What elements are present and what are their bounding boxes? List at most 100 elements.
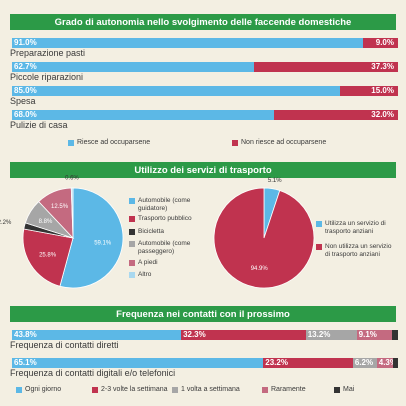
legend-label: Trasporto pubblico — [138, 215, 192, 222]
legend-label: Mai — [343, 386, 355, 393]
contacts-header: Frequenza nei contatti con il prossimo — [10, 306, 396, 322]
contacts-bar-segment: 4.3% — [376, 358, 394, 368]
contacts-bar-segment: 13.2% — [305, 330, 357, 340]
autonomy-value-label: 91.0% — [14, 38, 37, 47]
transport-pie-slice — [24, 201, 75, 239]
legend-label: 2-3 volte la settimana — [101, 386, 168, 393]
contacts-bar: 43.8% 32.3% 13.2% 9.1% — [12, 330, 398, 340]
autonomy-value-label: 68.0% — [14, 110, 37, 119]
legend-label: Automobile (come passeggero) — [138, 240, 191, 255]
transport-pie-label: 8.8% — [39, 219, 53, 225]
senior-transport-pie-label: 5.1% — [268, 178, 282, 184]
autonomy-value-label: 85.0% — [14, 86, 37, 95]
legend-label: Altro — [138, 271, 152, 278]
contacts-legend-item: 2-3 volte la settimana — [92, 386, 168, 393]
senior-transport-pie-label: 94.9% — [251, 266, 269, 272]
contacts-bar-segment: 32.3% — [181, 330, 306, 340]
legend-swatch — [172, 386, 178, 393]
senior-transport-legend-item: Utilizza un servizio di trasporto anzian… — [316, 220, 396, 235]
legend-swatch — [316, 220, 322, 227]
legend-swatch — [92, 386, 98, 393]
contacts-legend-item: Raramente — [262, 386, 306, 393]
legend-swatch — [16, 386, 22, 393]
autonomy-bar: 91.0% 9.0% — [12, 38, 398, 48]
legend-label: Riesce ad occuparsene — [77, 139, 151, 146]
contacts-value-label: 9.1% — [358, 330, 377, 339]
legend-swatch — [334, 386, 340, 393]
transport-pie-slice — [70, 187, 74, 239]
transport-pie-slice — [22, 228, 74, 287]
autonomy-value-label: 37.3% — [371, 62, 394, 71]
autonomy-value-label: 32.0% — [371, 110, 394, 119]
autonomy-bar-unable: 9.0% — [363, 38, 398, 48]
transport-pie-slice — [59, 187, 124, 289]
autonomy-bar-able: 68.0% — [12, 110, 275, 120]
contacts-bar-segment — [393, 358, 398, 368]
contacts-legend-item: Mai — [334, 386, 354, 393]
legend-label: Raramente — [271, 386, 306, 393]
autonomy-header: Grado di autonomia nello svolgimento del… — [10, 14, 396, 30]
legend-label: Bicicletta — [138, 228, 165, 235]
contacts-value-label: 23.2% — [265, 358, 288, 367]
transport-pie-slice — [38, 187, 74, 240]
legend-swatch — [129, 259, 135, 266]
legend-swatch — [129, 271, 135, 278]
autonomy-bar-unable: 37.3% — [254, 62, 398, 72]
autonomy-bar: 62.7% 37.3% — [12, 62, 398, 72]
legend-label: 1 volta a settimana — [181, 386, 240, 393]
senior-transport-legend-item: Non utilizza un servizio di trasporto an… — [316, 243, 396, 258]
transport-pie-label: 12.5% — [51, 204, 69, 210]
legend-swatch — [129, 240, 135, 247]
autonomy-legend-item: Non riesce ad occuparsene — [232, 139, 326, 146]
contacts-bar-segment: 43.8% — [12, 330, 182, 340]
autonomy-bar-able: 91.0% — [12, 38, 364, 48]
legend-swatch — [316, 243, 322, 250]
autonomy-value-label: 15.0% — [371, 86, 394, 95]
legend-swatch — [129, 228, 135, 235]
transport-legend-item: Trasporto pubblico — [129, 215, 209, 223]
autonomy-value-label: 62.7% — [14, 62, 37, 71]
transport-legend-item: Altro — [129, 271, 209, 279]
autonomy-bar: 85.0% 15.0% — [12, 86, 398, 96]
autonomy-category-label: Preparazione pasti — [10, 48, 86, 58]
autonomy-bar-unable: 32.0% — [274, 110, 398, 120]
legend-swatch — [129, 197, 135, 204]
autonomy-category-label: Spesa — [10, 96, 36, 106]
transport-legend-item: Bicicletta — [129, 228, 209, 236]
contacts-value-label: 65.1% — [14, 358, 37, 367]
contacts-bar: 65.1% 23.2% 6.2% 4.3% — [12, 358, 398, 368]
transport-pie-label: 59.1% — [94, 240, 112, 246]
autonomy-bar-unable: 15.0% — [340, 86, 398, 96]
contacts-legend-item: Ogni giorno — [16, 386, 61, 393]
autonomy-category-label: Pulizie di casa — [10, 120, 68, 130]
legend-label: Non riesce ad occuparsene — [241, 139, 327, 146]
contacts-value-label: 32.3% — [183, 330, 206, 339]
autonomy-value-label: 9.0% — [375, 38, 394, 47]
contacts-bar-segment: 9.1% — [356, 330, 392, 340]
transport-legend-item: Automobile (come guidatore) — [129, 197, 209, 212]
contacts-legend-item: 1 volta a settimana — [172, 386, 240, 393]
legend-swatch — [68, 139, 74, 146]
legend-label: A piedi — [138, 259, 158, 266]
autonomy-legend-item: Riesce ad occuparsene — [68, 139, 150, 146]
transport-pie-label: 2.2% — [0, 220, 12, 226]
contacts-category-label: Frequenza di contatti digitali e/o telef… — [10, 368, 176, 378]
autonomy-bar-able: 85.0% — [12, 86, 341, 96]
contacts-bar-segment: 6.2% — [352, 358, 377, 368]
contacts-bar-segment — [391, 330, 398, 340]
legend-label: Non utilizza un servizio di trasporto an… — [325, 243, 392, 258]
contacts-value-label: 43.8% — [14, 330, 37, 339]
transport-pie-slice — [23, 222, 74, 239]
transport-legend-item: Automobile (come passeggero) — [129, 240, 209, 255]
contacts-bar-segment: 65.1% — [12, 358, 264, 368]
legend-swatch — [262, 386, 268, 393]
legend-label: Ogni giorno — [25, 386, 62, 393]
autonomy-bar-able: 62.7% — [12, 62, 255, 72]
autonomy-category-label: Piccole riparazioni — [10, 72, 84, 82]
autonomy-bar: 68.0% 32.0% — [12, 110, 398, 120]
senior-transport-pie-slice — [263, 187, 281, 239]
transport-legend-item: A piedi — [129, 259, 209, 267]
transport-pie-label: 25.8% — [39, 252, 57, 258]
legend-swatch — [232, 139, 238, 146]
